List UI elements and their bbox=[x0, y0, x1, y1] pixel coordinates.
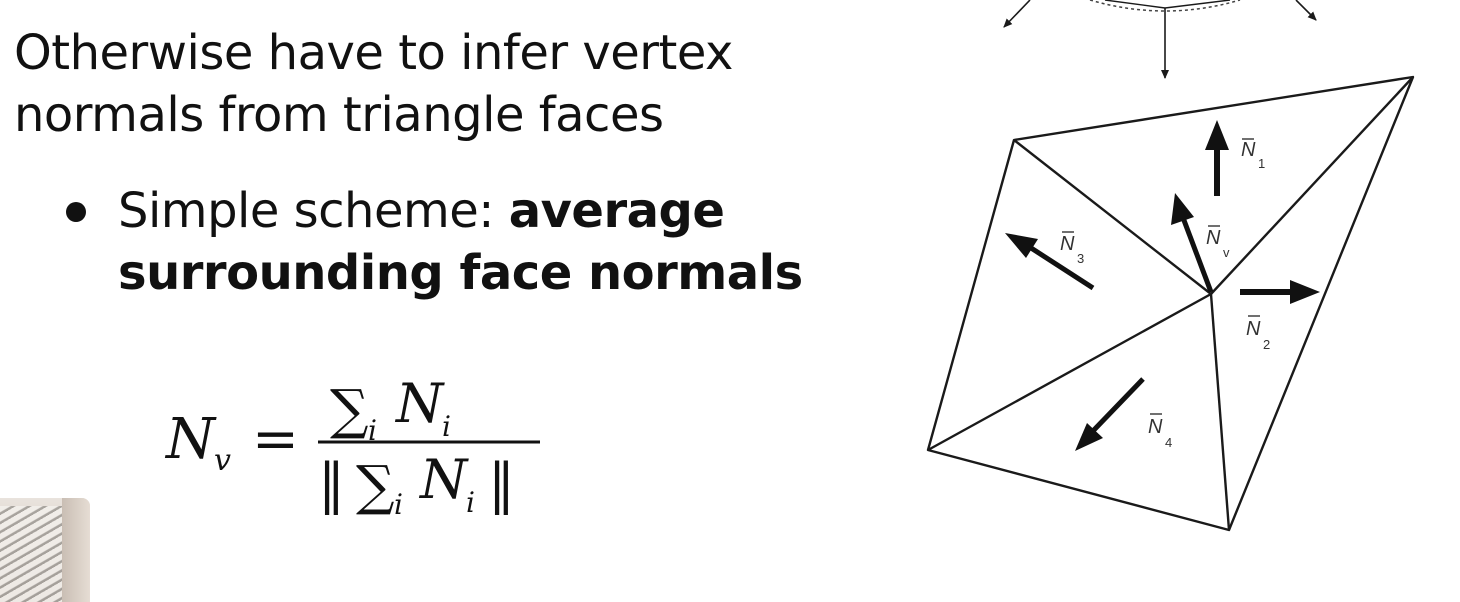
formula-num-sum: ∑ bbox=[330, 378, 369, 441]
vertex-normal-formula: N v = ∑ i N i ‖ ∑ i N i ‖ bbox=[162, 366, 562, 526]
svg-text:N: N bbox=[1241, 139, 1256, 161]
top-right-edge bbox=[1164, 0, 1231, 9]
normal-arrows bbox=[1005, 120, 1320, 451]
label-nv: N v bbox=[1206, 225, 1230, 260]
n3-arrow-head-icon bbox=[1005, 233, 1038, 258]
svg-text:1: 1 bbox=[1258, 156, 1265, 171]
formula-num-term-subscript: i bbox=[442, 410, 451, 443]
formula-lhs-subscript: v bbox=[214, 443, 231, 478]
bullet-line-2: surrounding face normals bbox=[118, 242, 803, 304]
svg-text:N: N bbox=[1060, 233, 1075, 255]
n3-arrow-shaft bbox=[1026, 243, 1095, 291]
intro-line-2: normals from triangle faces bbox=[14, 87, 664, 143]
formula-den-norm-left: ‖ bbox=[318, 452, 345, 515]
formula-den-norm-right: ‖ bbox=[488, 452, 515, 515]
bullet-text: Simple scheme: average surrounding face … bbox=[118, 180, 803, 304]
label-n4: N 4 bbox=[1148, 413, 1172, 450]
formula-equals: = bbox=[252, 407, 299, 472]
n4-arrow-shaft bbox=[1090, 377, 1145, 434]
formula-num-index: i bbox=[368, 414, 377, 447]
svg-text:2: 2 bbox=[1263, 337, 1270, 352]
top-left-arrow-icon bbox=[1003, 0, 1031, 28]
bullet-line-1: Simple scheme: average bbox=[118, 180, 803, 242]
mesh-edges bbox=[926, 75, 1415, 532]
formula-den-sum: ∑ bbox=[356, 454, 395, 517]
webcam-thumbnail-icon bbox=[0, 498, 90, 602]
formula-num-term: N bbox=[394, 372, 445, 435]
svg-text:N: N bbox=[1246, 318, 1261, 340]
nv-arrow-shaft bbox=[1179, 214, 1214, 293]
svg-text:4: 4 bbox=[1165, 435, 1172, 450]
webcam-background-post bbox=[62, 498, 90, 602]
bullet-line-1-bold: average bbox=[508, 183, 725, 239]
label-n1: N 1 bbox=[1241, 138, 1265, 171]
label-n3: N 3 bbox=[1060, 231, 1084, 266]
formula-den-term: N bbox=[418, 448, 469, 511]
svg-text:N: N bbox=[1148, 416, 1163, 438]
n4-arrow-head-icon bbox=[1075, 423, 1103, 451]
formula-den-index: i bbox=[394, 488, 403, 521]
mesh-edge-1 bbox=[1013, 139, 1212, 295]
normal-labels: N 1 N v N 3 N 2 N 4 bbox=[1060, 138, 1270, 450]
bullet-line-2-bold: surrounding face normals bbox=[118, 245, 803, 301]
top-dashed-arc bbox=[1089, 0, 1241, 12]
label-n2: N 2 bbox=[1246, 315, 1270, 352]
mesh-edge-3 bbox=[1209, 293, 1231, 531]
mesh-edge-2 bbox=[1210, 76, 1414, 295]
formula-svg: N v = ∑ i N i ‖ ∑ i N i ‖ bbox=[164, 372, 540, 521]
svg-text:3: 3 bbox=[1077, 251, 1084, 266]
top-right-arrow-icon bbox=[1295, 0, 1317, 21]
mesh-edge-4 bbox=[927, 292, 1212, 452]
svg-text:N: N bbox=[1206, 227, 1221, 249]
n2-arrow-head-icon bbox=[1290, 280, 1320, 304]
n2-arrow-shaft bbox=[1240, 289, 1294, 295]
bullet-dot-icon bbox=[66, 202, 86, 222]
n1-arrow-shaft bbox=[1214, 146, 1220, 196]
n1-arrow-head-icon bbox=[1205, 120, 1229, 150]
intro-line-1: Otherwise have to infer vertex bbox=[14, 25, 733, 81]
top-partial-figure bbox=[1003, 0, 1317, 79]
svg-text:v: v bbox=[1223, 245, 1230, 260]
top-left-edge bbox=[1104, 0, 1166, 9]
formula-lhs-symbol: N bbox=[164, 407, 217, 472]
webcam-background-blinds bbox=[0, 506, 62, 602]
intro-text: Otherwise have to infer vertex normals f… bbox=[14, 22, 733, 146]
bullet-line-1-normal: Simple scheme: bbox=[118, 183, 509, 239]
nv-arrow-head-icon bbox=[1171, 193, 1194, 225]
mesh-outline bbox=[926, 75, 1415, 532]
formula-den-term-subscript: i bbox=[466, 486, 475, 519]
